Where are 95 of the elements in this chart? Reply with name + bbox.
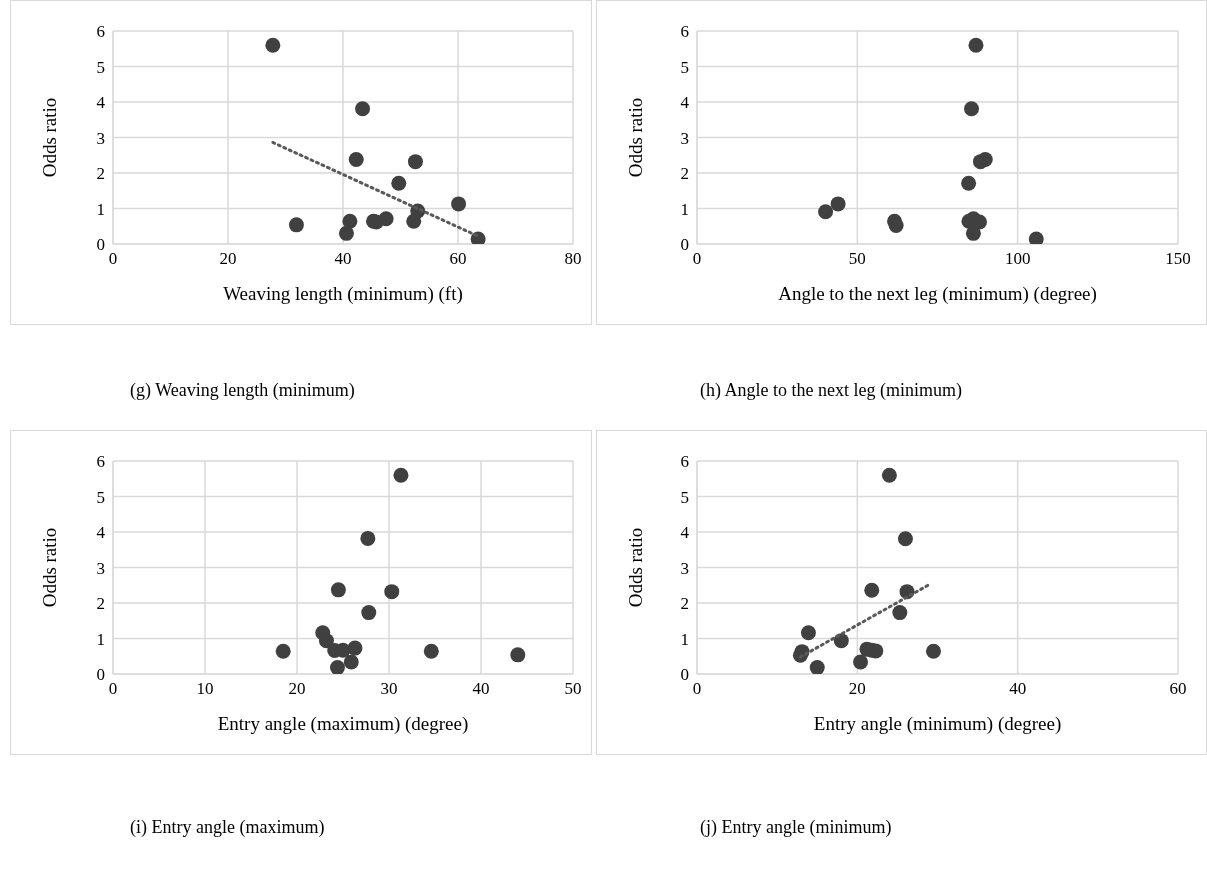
- point: [972, 154, 988, 170]
- y-tick-label: 3: [96, 128, 105, 148]
- point: [361, 605, 377, 621]
- x-tick-label: 10: [196, 679, 214, 699]
- y-tick-label: 5: [680, 487, 689, 507]
- x-axis-title: Weaving length (minimum) (ft): [223, 283, 463, 305]
- point: [343, 654, 359, 670]
- y-tick-label: 2: [96, 164, 105, 184]
- x-tick-label: 30: [380, 679, 398, 699]
- point: [892, 605, 908, 621]
- point: [355, 101, 371, 117]
- point: [338, 225, 354, 241]
- x-axis-title: Angle to the next leg (minimum) (degree): [778, 283, 1097, 305]
- y-tick-label: 6: [680, 452, 689, 472]
- y-tick-label: 5: [96, 487, 105, 507]
- y-tick-label: 1: [96, 199, 105, 219]
- point: [342, 213, 358, 229]
- y-tick-label: 5: [96, 57, 105, 77]
- point: [391, 175, 407, 191]
- y-tick-label: 2: [680, 594, 689, 614]
- point: [406, 213, 422, 229]
- y-tick-label: 4: [96, 93, 106, 113]
- point: [348, 152, 364, 168]
- text: (i) Entry angle (maximum): [130, 817, 325, 838]
- text: (j) Entry angle (minimum): [700, 817, 892, 838]
- x-tick-label: 40: [334, 249, 352, 269]
- y-axis-title: Odds ratio: [38, 97, 60, 178]
- x-tick-label: 50: [564, 679, 582, 699]
- y-tick-label: 1: [680, 199, 689, 219]
- y-tick-label: 1: [680, 629, 689, 649]
- point: [818, 204, 834, 220]
- point: [470, 231, 486, 244]
- text: (h) Angle to the next leg (minimum): [700, 380, 962, 401]
- point: [968, 37, 984, 53]
- point: [963, 101, 979, 117]
- y-tick-label: 0: [680, 235, 689, 255]
- y-tick-label: 6: [96, 452, 105, 472]
- point: [275, 643, 291, 659]
- x-tick-label: 20: [288, 679, 306, 699]
- y-tick-label: 1: [96, 629, 105, 649]
- x-tick-label: 50: [848, 249, 866, 269]
- y-tick-label: 3: [96, 558, 105, 578]
- point: [961, 175, 977, 191]
- x-tick-label: 100: [1004, 249, 1031, 269]
- y-tick-label: 0: [680, 665, 689, 685]
- y-tick-label: 4: [680, 93, 690, 113]
- y-axis-title: Odds ratio: [38, 527, 60, 608]
- point: [510, 647, 526, 663]
- y-tick-label: 4: [96, 523, 106, 543]
- point: [1028, 231, 1044, 244]
- point: [881, 467, 897, 483]
- x-tick-label: 80: [564, 249, 582, 269]
- point: [451, 196, 467, 212]
- y-tick-label: 3: [680, 128, 689, 148]
- x-axis-title: Entry angle (maximum) (degree): [217, 713, 469, 735]
- x-tick-label: 20: [219, 249, 237, 269]
- point: [853, 654, 869, 670]
- point: [830, 196, 846, 212]
- x-tick-label: 40: [1009, 679, 1027, 699]
- y-tick-label: 3: [680, 558, 689, 578]
- y-tick-label: 0: [96, 235, 105, 255]
- point: [360, 530, 376, 546]
- y-tick-label: 2: [96, 594, 105, 614]
- x-tick-label: 20: [848, 679, 866, 699]
- x-tick-label: 40: [472, 679, 490, 699]
- y-axis-title: Odds ratio: [624, 527, 646, 608]
- x-tick-label: 60: [1169, 679, 1187, 699]
- point: [288, 217, 304, 233]
- point: [809, 660, 825, 674]
- point: [378, 211, 394, 227]
- point: [347, 640, 363, 656]
- y-tick-label: 0: [96, 665, 105, 685]
- y-tick-label: 2: [680, 164, 689, 184]
- point: [407, 154, 423, 170]
- y-tick-label: 4: [680, 523, 690, 543]
- point: [318, 633, 334, 649]
- text: (g) Weaving length (minimum): [130, 380, 355, 401]
- point: [384, 584, 400, 600]
- point: [864, 582, 880, 598]
- x-tick-label: 60: [449, 249, 467, 269]
- y-axis-title: Odds ratio: [624, 97, 646, 178]
- y-tick-label: 6: [680, 22, 689, 42]
- point: [888, 218, 904, 234]
- y-tick-label: 5: [680, 57, 689, 77]
- x-axis-title: Entry angle (minimum) (degree): [813, 713, 1062, 735]
- point: [897, 531, 913, 547]
- point: [393, 467, 409, 483]
- point: [329, 660, 345, 674]
- point: [265, 37, 281, 53]
- point: [800, 625, 816, 641]
- point: [925, 643, 941, 659]
- point: [423, 643, 439, 659]
- x-tick-label: 150: [1165, 249, 1191, 269]
- point: [330, 582, 346, 598]
- y-tick-label: 6: [96, 22, 105, 42]
